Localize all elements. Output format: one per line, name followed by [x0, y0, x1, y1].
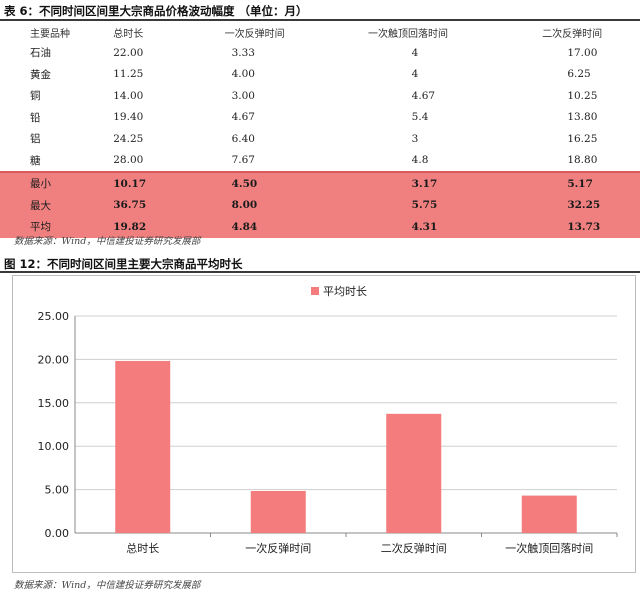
- table-cell: 28.00: [113, 154, 144, 167]
- table-cell: 8.00: [197, 194, 312, 216]
- header-cell: 一次反弹时间: [224, 28, 285, 40]
- bar: [115, 360, 171, 533]
- y-tick-label: 15.00: [38, 397, 70, 410]
- header-cell: 一次触顶回落时间: [367, 28, 448, 40]
- table-row: 铅 19.40 4.67 5.4 13.80: [0, 107, 640, 129]
- title-rule: [0, 19, 640, 21]
- table-row: 糖 28.00 7.67 4.8 18.80: [0, 150, 640, 173]
- table-cell: 3.00: [231, 89, 255, 102]
- table-cell: 4.84: [197, 216, 312, 238]
- bar: [250, 490, 306, 533]
- table-cell: 最小: [0, 171, 114, 195]
- header-cell: 二次反弹时间: [542, 28, 603, 40]
- table-source-note: 数据来源：Wind，中信建投证券研究发展部: [14, 236, 201, 247]
- bar: [386, 413, 442, 533]
- figure-title: 图 12：不同时间区间里主要大宗商品平均时长: [4, 257, 243, 271]
- table-cell: 3: [411, 132, 419, 145]
- table-cell: 7.67: [231, 154, 255, 167]
- table-row: 石油 22.00 3.33 4 17.00: [0, 42, 640, 64]
- y-tick-label: 5.00: [45, 484, 70, 497]
- volatility-table: 主要品种 总时长 一次反弹时间 一次触顶回落时间 二次反弹时间 石油 22.00…: [0, 22, 640, 238]
- table-cell: 石油: [30, 47, 51, 60]
- y-tick-label: 0.00: [45, 527, 70, 540]
- table-cell: 4: [411, 68, 419, 81]
- summary-row-max: 最大 36.75 8.00 5.75 32.25: [0, 194, 640, 216]
- table-cell: 平均: [0, 216, 114, 238]
- table-cell: 5.4: [411, 111, 429, 124]
- header-cell: 主要品种: [30, 28, 70, 40]
- table-row: 铜 14.00 3.00 4.67 10.25: [0, 85, 640, 107]
- figure-source-note: 数据来源：Wind，中信建投证券研究发展部: [14, 580, 201, 591]
- table-cell: 13.80: [567, 111, 598, 124]
- title-rule: [0, 271, 640, 273]
- table-cell: 5.17: [504, 171, 640, 195]
- x-tick-label: 一次反弹时间: [245, 541, 311, 555]
- table-cell: 铜: [30, 90, 41, 103]
- table-cell: 6.40: [231, 132, 255, 145]
- table-cell: 19.82: [113, 216, 198, 238]
- table-row: 黄金 11.25 4.00 4 6.25: [0, 64, 640, 86]
- table-cell: 16.25: [567, 132, 598, 145]
- table-cell: 5.75: [311, 194, 505, 216]
- summary-row-avg: 平均 19.82 4.84 4.31 13.73: [0, 216, 640, 238]
- table-header-row: 主要品种 总时长 一次反弹时间 一次触顶回落时间 二次反弹时间: [0, 22, 640, 42]
- y-tick-label: 20.00: [38, 353, 70, 366]
- header-cell: 总时长: [113, 28, 144, 40]
- table-cell: 铅: [30, 111, 41, 124]
- table-title: 表 6：不同时间区间里大宗商品价格波动幅度 （单位：月）: [4, 4, 308, 18]
- chart-svg: 0.00 5.00 10.00 15.00 20.00 25.00 总时长 一次反弹时间 二次反…: [38, 285, 618, 555]
- table-cell: 4.50: [197, 171, 312, 195]
- table-cell: 11.25: [113, 68, 144, 81]
- legend-label: 平均时长: [323, 285, 367, 298]
- table-cell: 4.67: [231, 111, 255, 124]
- x-tick-label: 一次触顶回落时间: [505, 541, 593, 555]
- bar: [521, 495, 577, 533]
- table-cell: 19.40: [113, 111, 144, 124]
- table-cell: 4: [411, 46, 419, 59]
- table-row: 铝 24.25 6.40 3 16.25: [0, 128, 640, 150]
- table-cell: 黄金: [30, 68, 51, 81]
- table-cell: 18.80: [567, 154, 598, 167]
- table-cell: 3.17: [311, 171, 505, 195]
- table-cell: 糖: [30, 154, 41, 167]
- table-cell: 铝: [30, 133, 41, 146]
- summary-row-min: 最小 10.17 4.50 3.17 5.17: [0, 171, 640, 195]
- table-cell: 10.25: [567, 89, 598, 102]
- y-tick-label: 25.00: [38, 310, 70, 323]
- table-cell: 10.17: [113, 171, 198, 195]
- table-cell: 22.00: [113, 46, 144, 59]
- table-cell: 14.00: [113, 89, 144, 102]
- table-cell: 3.33: [231, 46, 255, 59]
- table-cell: 4.8: [411, 154, 429, 167]
- legend-swatch: [311, 287, 319, 295]
- table-cell: 6.25: [567, 68, 591, 81]
- table-cell: 13.73: [504, 216, 640, 238]
- table-cell: 4.67: [411, 89, 436, 102]
- table-cell: 4.31: [311, 216, 505, 238]
- y-tick-label: 10.00: [38, 440, 70, 453]
- table-cell: 24.25: [113, 132, 144, 145]
- table-cell: 17.00: [567, 46, 598, 59]
- table-cell: 最大: [0, 194, 114, 216]
- table-cell: 36.75: [113, 194, 198, 216]
- bar-chart: 0.00 5.00 10.00 15.00 20.00 25.00 总时长 一次反弹时间 二次反…: [12, 275, 636, 573]
- x-tick-label: 二次反弹时间: [381, 541, 447, 555]
- table-cell: 32.25: [504, 194, 640, 216]
- x-tick-label: 总时长: [126, 541, 159, 555]
- table-cell: 4.00: [231, 68, 255, 81]
